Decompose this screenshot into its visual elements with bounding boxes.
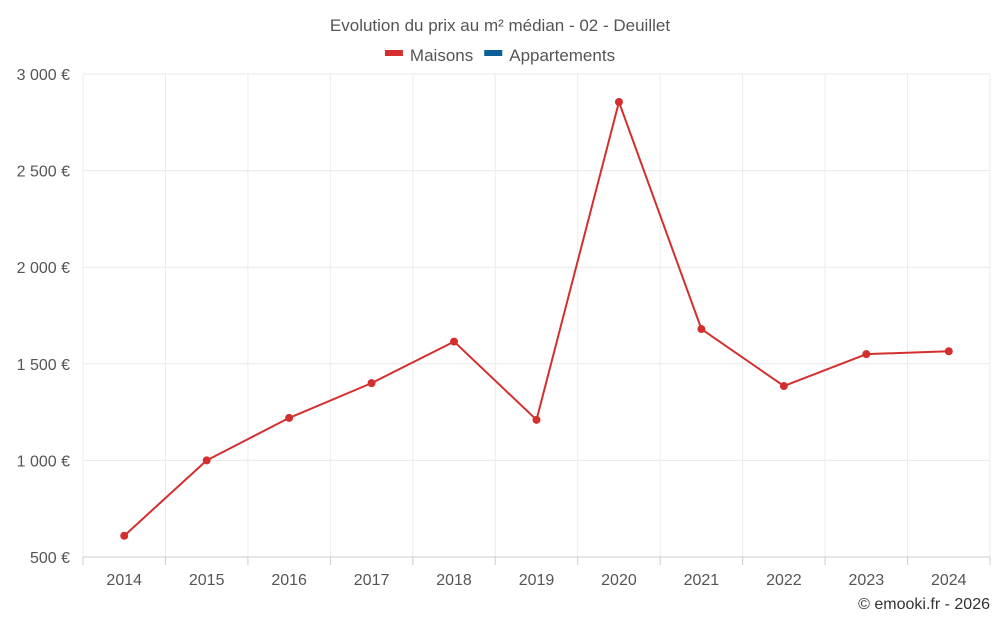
data-point[interactable] bbox=[697, 325, 706, 334]
data-point[interactable] bbox=[779, 382, 788, 391]
y-axis: 500 € 1 000 € 1 500 € 2 000 € 2 500 € 3 000 € bbox=[17, 67, 70, 567]
x-axis: 2014 2015 2016 2017 2018 2019 2020 2021 2022 2023… bbox=[82, 556, 991, 589]
chart-grid bbox=[82, 73, 991, 557]
legend-label: Maisons bbox=[410, 46, 473, 65]
y-tick-label: 3 000 € bbox=[17, 67, 70, 84]
data-point[interactable] bbox=[367, 379, 376, 388]
y-tick-label: 2 000 € bbox=[17, 260, 70, 277]
y-tick-label: 1 500 € bbox=[17, 357, 70, 374]
data-point[interactable] bbox=[862, 350, 871, 359]
credit-text: © emooki.fr - 2026 bbox=[858, 596, 990, 613]
chart-title: Evolution du prix au m² médian - 02 - De… bbox=[330, 16, 670, 35]
data-point[interactable] bbox=[120, 531, 129, 540]
y-tick-label: 500 € bbox=[30, 550, 70, 567]
legend-swatch bbox=[384, 50, 403, 56]
series-layer bbox=[120, 98, 953, 540]
legend-item-appartements[interactable]: Appartements bbox=[484, 46, 615, 65]
data-point[interactable] bbox=[614, 98, 623, 107]
data-point[interactable] bbox=[532, 415, 541, 424]
y-tick-label: 2 500 € bbox=[17, 164, 70, 181]
legend-swatch bbox=[484, 50, 503, 56]
x-tick-label: 2023 bbox=[849, 572, 885, 589]
data-point[interactable] bbox=[450, 337, 459, 346]
legend: Maisons Appartements bbox=[384, 46, 615, 65]
x-tick-label: 2020 bbox=[601, 572, 637, 589]
x-tick-label: 2019 bbox=[519, 572, 555, 589]
x-tick-label: 2018 bbox=[436, 572, 472, 589]
x-tick-label: 2024 bbox=[931, 572, 967, 589]
x-tick-label: 2015 bbox=[189, 572, 225, 589]
legend-item-maisons[interactable]: Maisons bbox=[384, 46, 473, 65]
x-tick-label: 2021 bbox=[684, 572, 720, 589]
legend-label: Appartements bbox=[509, 46, 615, 65]
data-point[interactable] bbox=[285, 413, 294, 422]
x-tick-label: 2017 bbox=[354, 572, 390, 589]
y-tick-label: 1 000 € bbox=[17, 453, 70, 470]
data-point[interactable] bbox=[944, 347, 953, 356]
x-tick-label: 2022 bbox=[766, 572, 802, 589]
data-point[interactable] bbox=[202, 456, 211, 465]
x-tick-label: 2014 bbox=[106, 572, 142, 589]
x-tick-label: 2016 bbox=[271, 572, 307, 589]
